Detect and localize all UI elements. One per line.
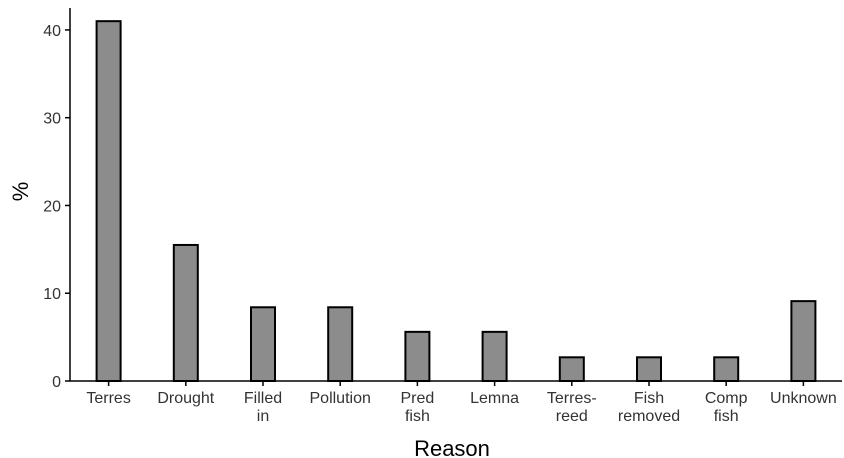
- x-axis-title: Reason: [414, 436, 490, 458]
- x-tick-label-line: in: [257, 408, 269, 425]
- x-tick-label: Unknown: [770, 390, 837, 407]
- bars-group: [95, 20, 817, 383]
- bar: [713, 356, 740, 382]
- y-ticks-group: 0 10 20 30 40: [43, 23, 70, 391]
- x-tick-label-line: fish: [405, 408, 430, 425]
- x-tick-label: Comp fish: [705, 390, 748, 425]
- x-tick-label-line: Comp: [705, 390, 748, 407]
- bar: [558, 356, 585, 382]
- y-axis-title: %: [8, 182, 33, 202]
- x-tick-label-line: Terres: [86, 390, 130, 407]
- y-tick-label: 10: [43, 286, 61, 303]
- bar: [481, 330, 508, 383]
- x-tick-label-line: Unknown: [770, 390, 837, 407]
- bar: [327, 306, 354, 382]
- x-tick-label-line: fish: [714, 408, 739, 425]
- bar: [790, 300, 817, 383]
- x-tick-label: Filled in: [244, 390, 282, 425]
- y-tick-label: 40: [43, 23, 61, 40]
- x-tick-label-line: Terres-: [547, 390, 597, 407]
- x-tick-label-line: Pollution: [310, 390, 371, 407]
- bar: [172, 243, 199, 382]
- y-tick-label: 0: [52, 374, 61, 391]
- x-tick-label: Terres-reed: [547, 390, 597, 425]
- x-tick-label-line: Fish: [634, 390, 664, 407]
- x-tick-label: Pred fish: [401, 390, 435, 425]
- x-tick-label: Pollution: [310, 390, 371, 407]
- bar: [95, 20, 122, 383]
- bar: [636, 356, 662, 382]
- x-tick-label: Drought: [157, 390, 214, 407]
- x-tick-label-line: Lemna: [470, 390, 519, 407]
- x-tick-label-line: Pred: [401, 390, 435, 407]
- x-tick-label: Lemna: [470, 390, 519, 407]
- bar: [404, 330, 431, 383]
- x-tick-label-line: removed: [618, 408, 680, 425]
- x-tick-label: Fish removed: [618, 390, 680, 425]
- y-tick-label: 30: [43, 111, 61, 128]
- x-tick-label-line: reed: [556, 408, 588, 425]
- bar: [250, 306, 276, 382]
- x-tick-label-line: Filled: [244, 390, 282, 407]
- x-tick-label: Terres: [86, 390, 130, 407]
- y-tick-label: 20: [43, 198, 61, 215]
- x-tick-label-line: Drought: [157, 390, 214, 407]
